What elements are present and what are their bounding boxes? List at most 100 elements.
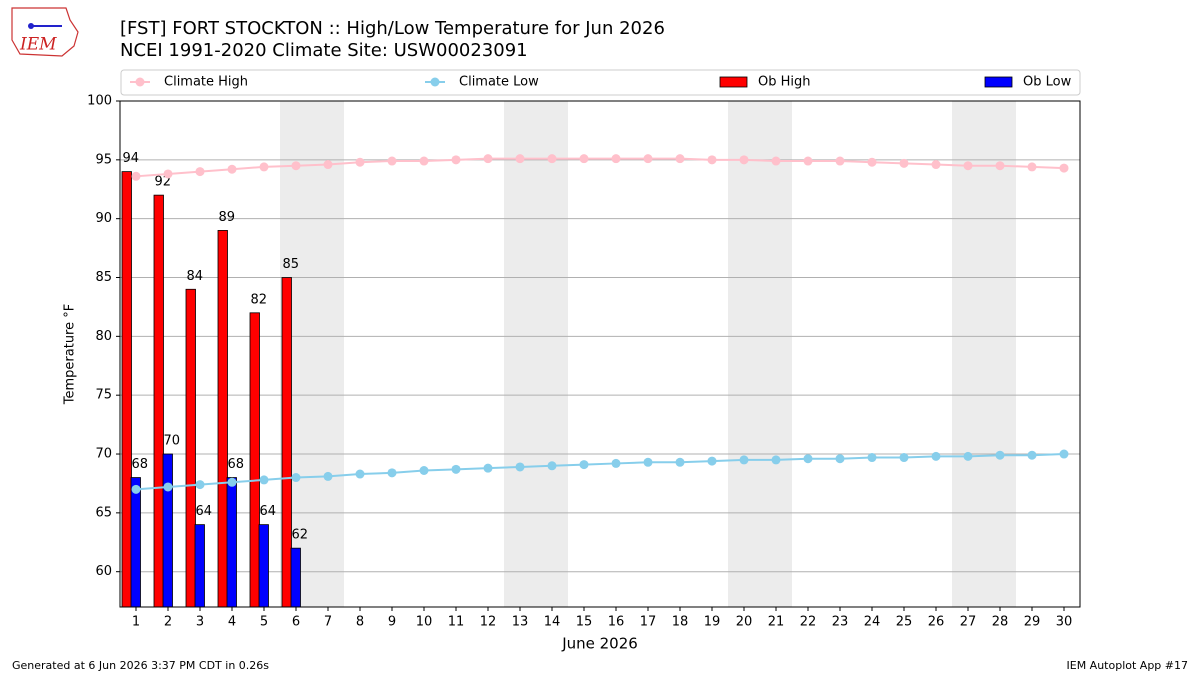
point [227,477,237,487]
y-tick-label: 80 [95,329,112,344]
value-label: 84 [186,269,203,284]
legend-label: Ob Low [1023,75,1072,90]
point [387,156,397,166]
point [419,465,429,475]
bar [217,230,228,608]
weekend-shade [504,101,536,607]
point [771,455,781,465]
point [867,453,877,463]
point [259,162,269,172]
point [291,161,301,171]
point [1059,163,1069,173]
point [163,169,173,179]
value-label: 92 [154,175,171,190]
y-tick-label: 95 [95,152,112,167]
x-tick-label: 10 [416,615,433,630]
point [355,469,365,479]
x-tick-label: 6 [292,615,300,630]
legend-swatch [719,76,748,88]
point [899,158,909,168]
bar [281,277,292,608]
value-label: 94 [122,151,139,166]
point [387,468,397,478]
point [643,457,653,467]
point [707,456,717,466]
point [803,156,813,166]
x-tick-label: 27 [960,615,977,630]
x-tick-label: 16 [608,615,625,630]
x-tick-label: 20 [736,615,753,630]
x-tick-label: 30 [1056,615,1073,630]
point [931,160,941,170]
value-label: 64 [195,504,212,519]
logo-text: IEM [19,35,57,55]
point [899,453,909,463]
point [259,475,269,485]
bar [130,477,141,608]
legend-swatch [984,76,1013,88]
point [867,157,877,167]
weekend-shade [728,101,760,607]
weekend-shade [312,101,344,607]
x-tick-label: 17 [640,615,657,630]
point [451,155,461,165]
x-tick-label: 9 [388,615,396,630]
point [675,457,685,467]
point [643,154,653,164]
bar [226,477,237,608]
point [611,154,621,164]
legend [120,69,1081,96]
x-tick-label: 19 [704,615,721,630]
point [419,156,429,166]
weekend-shade [536,101,568,607]
x-tick-label: 1 [132,615,140,630]
point [835,156,845,166]
x-tick-label: 2 [164,615,172,630]
bar [162,453,173,608]
x-tick-label: 23 [832,615,849,630]
value-label: 82 [250,292,267,307]
point [515,462,525,472]
legend-marker [135,77,145,87]
point [291,473,301,483]
point [803,454,813,464]
bar [185,288,196,608]
value-label: 68 [227,457,244,472]
y-tick-label: 70 [95,447,112,462]
point [579,460,589,470]
point [835,454,845,464]
point [195,480,205,490]
legend-marker [430,77,440,87]
logo: IEM [11,7,79,57]
point [355,157,365,167]
point [1059,449,1069,459]
value-label: 70 [163,434,180,449]
point [547,154,557,164]
x-tick-label: 13 [512,615,529,630]
y-tick-label: 90 [95,211,112,226]
x-tick-label: 22 [800,615,817,630]
point [515,154,525,164]
y-tick-label: 85 [95,270,112,285]
point [195,167,205,177]
chart-title: [FST] FORT STOCKTON :: High/Low Temperat… [120,18,665,39]
x-tick-label: 12 [480,615,497,630]
x-tick-label: 11 [448,615,465,630]
bar [290,547,301,608]
line [135,157,1065,178]
legend-label: Climate Low [459,75,539,90]
point [739,455,749,465]
value-label: 64 [259,504,276,519]
y-tick-label: 100 [87,94,112,109]
bar [153,194,164,608]
x-tick-label: 24 [864,615,881,630]
x-tick-label: 3 [196,615,204,630]
y-tick-label: 65 [95,505,112,520]
footer-right: IEM Autoplot App #17 [1067,659,1189,672]
point [323,471,333,481]
x-tick-label: 5 [260,615,268,630]
x-tick-label: 8 [356,615,364,630]
value-label: 62 [291,528,308,543]
point [163,482,173,492]
